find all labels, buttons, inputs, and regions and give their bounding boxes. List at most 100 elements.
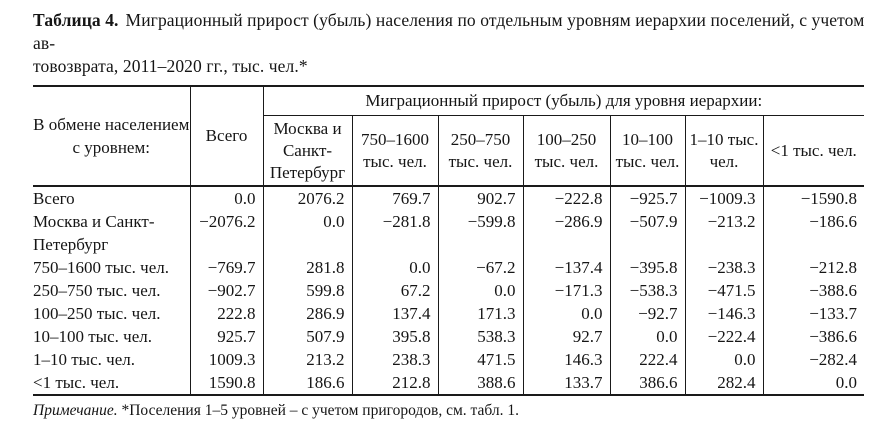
value-cell: −386.6	[762, 325, 865, 348]
row-label-cell: 1–10 тыс. чел.	[33, 350, 135, 369]
value-cell: −133.7	[762, 302, 865, 325]
table-row: 250–750 тыс. чел. −902.7 599.8 67.2 0.0 …	[33, 279, 865, 302]
table-row: 750–1600 тыс. чел. −769.7 281.8 0.0 −67.…	[33, 256, 865, 279]
table-row: Всего 0.0 2076.2 769.7 902.7 −222.8 −925…	[33, 186, 865, 210]
value-cell: 925.7	[189, 325, 263, 348]
value-cell: −171.3	[522, 279, 610, 302]
value-cell: 0.0	[351, 256, 438, 279]
table-row: 10–100 тыс. чел. 925.7 507.9 395.8 538.3…	[33, 325, 865, 348]
value-cell: 137.4	[351, 302, 438, 325]
table-row: <1 тыс. чел. 1590.8 186.6 212.8 388.6 13…	[33, 371, 865, 395]
value-cell: 0.0	[609, 325, 685, 348]
table-row: 100–250 тыс. чел. 222.8 286.9 137.4 171.…	[33, 302, 865, 325]
value-cell: 507.9	[262, 325, 352, 348]
col-header-lt1: <1 тыс. чел.	[762, 115, 865, 187]
col-header-10-100: 10–100 тыс. чел.	[609, 115, 685, 187]
row-label-cell: <1 тыс. чел.	[33, 373, 120, 392]
value-cell: 67.2	[351, 279, 438, 302]
value-cell: 0.0	[189, 186, 263, 210]
col-header-250-750: 250–750 тыс. чел.	[437, 115, 523, 187]
value-cell: 133.7	[522, 371, 610, 395]
value-cell: −395.8	[609, 256, 685, 279]
corner-header-cell: В обмене населением с уровнем:	[33, 86, 190, 187]
row-label-cell: 250–750 тыс. чел.	[33, 281, 161, 300]
table-caption-text-line1: Миграционный прирост (убыль) населения п…	[33, 10, 865, 53]
value-cell: 146.3	[522, 348, 610, 371]
value-cell: 222.4	[609, 348, 685, 371]
value-cell: 1590.8	[189, 371, 263, 395]
total-header-cell: Всего	[189, 86, 263, 187]
col-header-1-10: 1–10 тыс. чел.	[684, 115, 763, 187]
footnote: Примечание. *Поселения 1–5 уровней – с у…	[33, 401, 865, 421]
value-cell: 212.8	[351, 371, 438, 395]
span-header-cell: Миграционный прирост (убыль) для уровня …	[262, 86, 865, 116]
value-cell: −137.4	[522, 256, 610, 279]
value-cell: 395.8	[351, 325, 438, 348]
value-cell: 222.8	[189, 302, 263, 325]
value-cell: 386.6	[609, 371, 685, 395]
value-cell: 769.7	[351, 186, 438, 210]
table-row: 1–10 тыс. чел. 1009.3 213.2 238.3 471.5 …	[33, 348, 865, 371]
row-label-cell: 100–250 тыс. чел.	[33, 304, 161, 323]
value-cell: −538.3	[609, 279, 685, 302]
value-cell: 0.0	[262, 210, 352, 256]
value-cell: 281.8	[262, 256, 352, 279]
table-caption-text-line2: товозврата, 2011–2020 гг., тыс. чел.*	[33, 56, 308, 76]
value-cell: −282.4	[762, 348, 865, 371]
value-cell: −1590.8	[762, 186, 865, 210]
value-cell: −146.3	[684, 302, 763, 325]
value-cell: 213.2	[262, 348, 352, 371]
value-cell: 186.6	[262, 371, 352, 395]
footnote-label: Примечание.	[33, 402, 118, 419]
header-row-span: В обмене населением с уровнем: Всего Миг…	[33, 86, 865, 187]
value-cell: −507.9	[609, 210, 685, 256]
value-cell: 238.3	[351, 348, 438, 371]
value-cell: −1009.3	[684, 186, 763, 210]
value-cell: −238.3	[684, 256, 763, 279]
table-row: Москва и Санкт-Петербург −2076.2 0.0 −28…	[33, 210, 865, 256]
row-label-cell: 750–1600 тыс. чел.	[33, 258, 169, 277]
col-header-100-250: 100–250 тыс. чел.	[522, 115, 610, 187]
value-cell: −286.9	[522, 210, 610, 256]
value-cell: −2076.2	[189, 210, 263, 256]
table-caption: Таблица 4. Миграционный прирост (убыль) н…	[33, 9, 865, 78]
value-cell: 0.0	[684, 348, 763, 371]
value-cell: −92.7	[609, 302, 685, 325]
value-cell: 0.0	[762, 371, 865, 395]
row-label-cell: Всего	[33, 189, 75, 208]
value-cell: 902.7	[437, 186, 523, 210]
row-label-cell: Москва и Санкт-Петербург	[33, 212, 155, 254]
table-caption-number: Таблица 4.	[33, 10, 119, 30]
value-cell: −67.2	[437, 256, 523, 279]
value-cell: 1009.3	[189, 348, 263, 371]
value-cell: −599.8	[437, 210, 523, 256]
value-cell: 282.4	[684, 371, 763, 395]
header-row-sub: Москва и Санкт-Петербург 750–1600 тыс. ч…	[33, 115, 865, 187]
value-cell: −769.7	[189, 256, 263, 279]
col-header-750-1600: 750–1600 тыс. чел.	[351, 115, 438, 187]
value-cell: 0.0	[437, 279, 523, 302]
value-cell: −388.6	[762, 279, 865, 302]
value-cell: −222.4	[684, 325, 763, 348]
value-cell: −212.8	[762, 256, 865, 279]
footnote-text: *Поселения 1–5 уровней – с учетом пригор…	[117, 402, 519, 419]
value-cell: −281.8	[351, 210, 438, 256]
col-header-moscow-spb: Москва и Санкт-Петербург	[262, 115, 352, 187]
value-cell: 599.8	[262, 279, 352, 302]
value-cell: 0.0	[522, 302, 610, 325]
value-cell: −471.5	[684, 279, 763, 302]
value-cell: −213.2	[684, 210, 763, 256]
value-cell: 92.7	[522, 325, 610, 348]
value-cell: 388.6	[437, 371, 523, 395]
row-label-cell: 10–100 тыс. чел.	[33, 327, 152, 346]
value-cell: 171.3	[437, 302, 523, 325]
value-cell: 2076.2	[262, 186, 352, 210]
value-cell: −902.7	[189, 279, 263, 302]
value-cell: −186.6	[762, 210, 865, 256]
value-cell: 471.5	[437, 348, 523, 371]
value-cell: 286.9	[262, 302, 352, 325]
migration-table: В обмене населением с уровнем: Всего Миг…	[33, 85, 865, 396]
value-cell: 538.3	[437, 325, 523, 348]
value-cell: −925.7	[609, 186, 685, 210]
